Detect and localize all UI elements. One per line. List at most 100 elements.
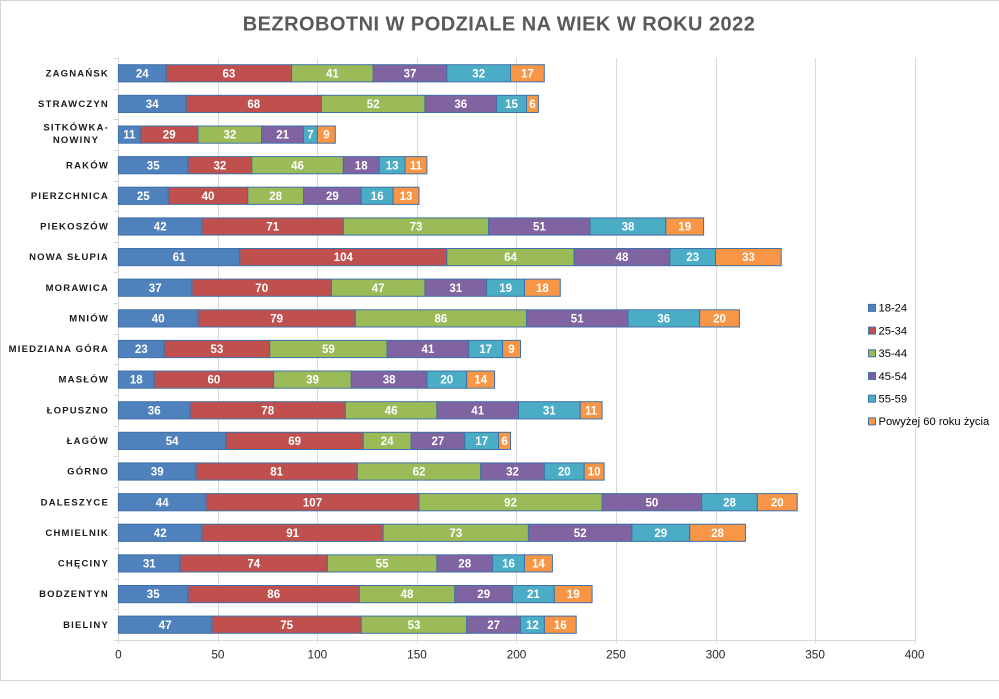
svg-text:28: 28 (269, 191, 282, 203)
svg-text:50: 50 (646, 497, 659, 509)
svg-text:53: 53 (211, 344, 224, 356)
svg-text:36: 36 (657, 314, 670, 326)
svg-text:69: 69 (288, 436, 301, 448)
svg-text:53: 53 (408, 620, 421, 632)
svg-text:28: 28 (711, 528, 724, 540)
svg-text:GÓRNO: GÓRNO (67, 466, 109, 478)
svg-text:38: 38 (383, 375, 396, 387)
svg-text:31: 31 (143, 559, 156, 571)
svg-text:78: 78 (261, 405, 274, 417)
svg-text:PIEKOSZÓW: PIEKOSZÓW (40, 221, 109, 233)
svg-text:54: 54 (166, 436, 179, 448)
svg-text:250: 250 (606, 648, 626, 662)
svg-text:61: 61 (173, 252, 186, 264)
svg-text:CHĘCINY: CHĘCINY (58, 559, 109, 570)
svg-text:BODZENTYN: BODZENTYN (39, 589, 109, 600)
svg-text:14: 14 (474, 375, 487, 387)
svg-text:33: 33 (742, 252, 755, 264)
svg-text:51: 51 (571, 314, 584, 326)
svg-text:32: 32 (506, 467, 519, 479)
svg-text:45-54: 45-54 (879, 371, 908, 383)
svg-text:350: 350 (805, 648, 825, 662)
svg-text:39: 39 (151, 467, 164, 479)
svg-text:48: 48 (616, 252, 629, 264)
svg-text:12: 12 (526, 620, 539, 632)
svg-text:44: 44 (156, 497, 169, 509)
svg-text:STRAWCZYN: STRAWCZYN (38, 99, 109, 110)
svg-text:ŁOPUSZNO: ŁOPUSZNO (47, 405, 109, 416)
svg-text:36: 36 (148, 405, 161, 417)
svg-text:52: 52 (574, 528, 587, 540)
svg-text:BEZROBOTNI W PODZIALE NA WIEK: BEZROBOTNI W PODZIALE NA WIEK W ROKU 202… (243, 13, 756, 35)
svg-text:41: 41 (422, 344, 435, 356)
svg-text:27: 27 (432, 436, 445, 448)
svg-text:19: 19 (499, 283, 512, 295)
svg-text:Powyżej 60 roku życia: Powyżej 60 roku życia (879, 416, 990, 428)
svg-text:63: 63 (223, 68, 236, 80)
svg-text:107: 107 (303, 497, 322, 509)
svg-text:59: 59 (322, 344, 335, 356)
svg-text:71: 71 (266, 222, 279, 234)
svg-text:28: 28 (458, 559, 471, 571)
svg-text:11: 11 (585, 405, 598, 417)
svg-text:29: 29 (326, 191, 339, 203)
svg-text:31: 31 (449, 283, 462, 295)
svg-text:86: 86 (267, 589, 280, 601)
svg-text:41: 41 (326, 68, 339, 80)
svg-text:32: 32 (214, 160, 227, 172)
svg-text:300: 300 (706, 648, 726, 662)
svg-text:MNIÓW: MNIÓW (69, 313, 109, 325)
svg-text:31: 31 (543, 405, 556, 417)
svg-text:29: 29 (163, 130, 176, 142)
svg-text:52: 52 (367, 99, 380, 111)
svg-text:NOWINY: NOWINY (53, 135, 99, 146)
svg-text:SITKÓWKA-: SITKÓWKA- (43, 122, 109, 134)
svg-text:55: 55 (376, 559, 389, 571)
svg-text:51: 51 (533, 222, 546, 234)
svg-text:18-24: 18-24 (879, 303, 908, 315)
svg-text:NOWA SŁUPIA: NOWA SŁUPIA (29, 252, 109, 263)
svg-text:21: 21 (276, 130, 289, 142)
svg-text:9: 9 (508, 344, 514, 356)
svg-text:73: 73 (449, 528, 462, 540)
svg-text:0: 0 (115, 648, 122, 662)
svg-text:79: 79 (270, 314, 283, 326)
svg-text:48: 48 (401, 589, 414, 601)
svg-text:25: 25 (137, 191, 150, 203)
svg-text:37: 37 (149, 283, 162, 295)
svg-text:6: 6 (501, 436, 507, 448)
svg-text:29: 29 (654, 528, 667, 540)
svg-text:21: 21 (527, 589, 540, 601)
svg-text:16: 16 (502, 559, 515, 571)
svg-text:24: 24 (136, 68, 149, 80)
svg-text:38: 38 (622, 222, 635, 234)
svg-text:86: 86 (435, 314, 448, 326)
svg-text:37: 37 (404, 68, 417, 80)
svg-text:35-44: 35-44 (879, 348, 908, 360)
svg-text:46: 46 (385, 405, 398, 417)
svg-text:6: 6 (529, 99, 535, 111)
svg-text:18: 18 (536, 283, 549, 295)
svg-text:14: 14 (532, 559, 545, 571)
svg-text:47: 47 (372, 283, 385, 295)
svg-text:70: 70 (255, 283, 268, 295)
svg-text:24: 24 (381, 436, 394, 448)
svg-text:400: 400 (905, 648, 925, 662)
svg-text:17: 17 (479, 344, 492, 356)
svg-text:9: 9 (323, 130, 329, 142)
svg-text:50: 50 (211, 648, 225, 662)
svg-text:RAKÓW: RAKÓW (66, 159, 109, 171)
svg-text:20: 20 (771, 497, 784, 509)
svg-text:CHMIELNIK: CHMIELNIK (45, 528, 109, 539)
svg-text:46: 46 (291, 160, 304, 172)
svg-text:68: 68 (247, 99, 260, 111)
svg-text:20: 20 (440, 375, 453, 387)
svg-text:27: 27 (487, 620, 500, 632)
svg-text:64: 64 (504, 252, 517, 264)
svg-text:ZAGNAŃSK: ZAGNAŃSK (46, 68, 109, 79)
svg-text:20: 20 (713, 314, 726, 326)
svg-text:42: 42 (154, 528, 167, 540)
svg-text:16: 16 (554, 620, 567, 632)
svg-text:100: 100 (308, 648, 328, 662)
svg-text:35: 35 (147, 160, 160, 172)
